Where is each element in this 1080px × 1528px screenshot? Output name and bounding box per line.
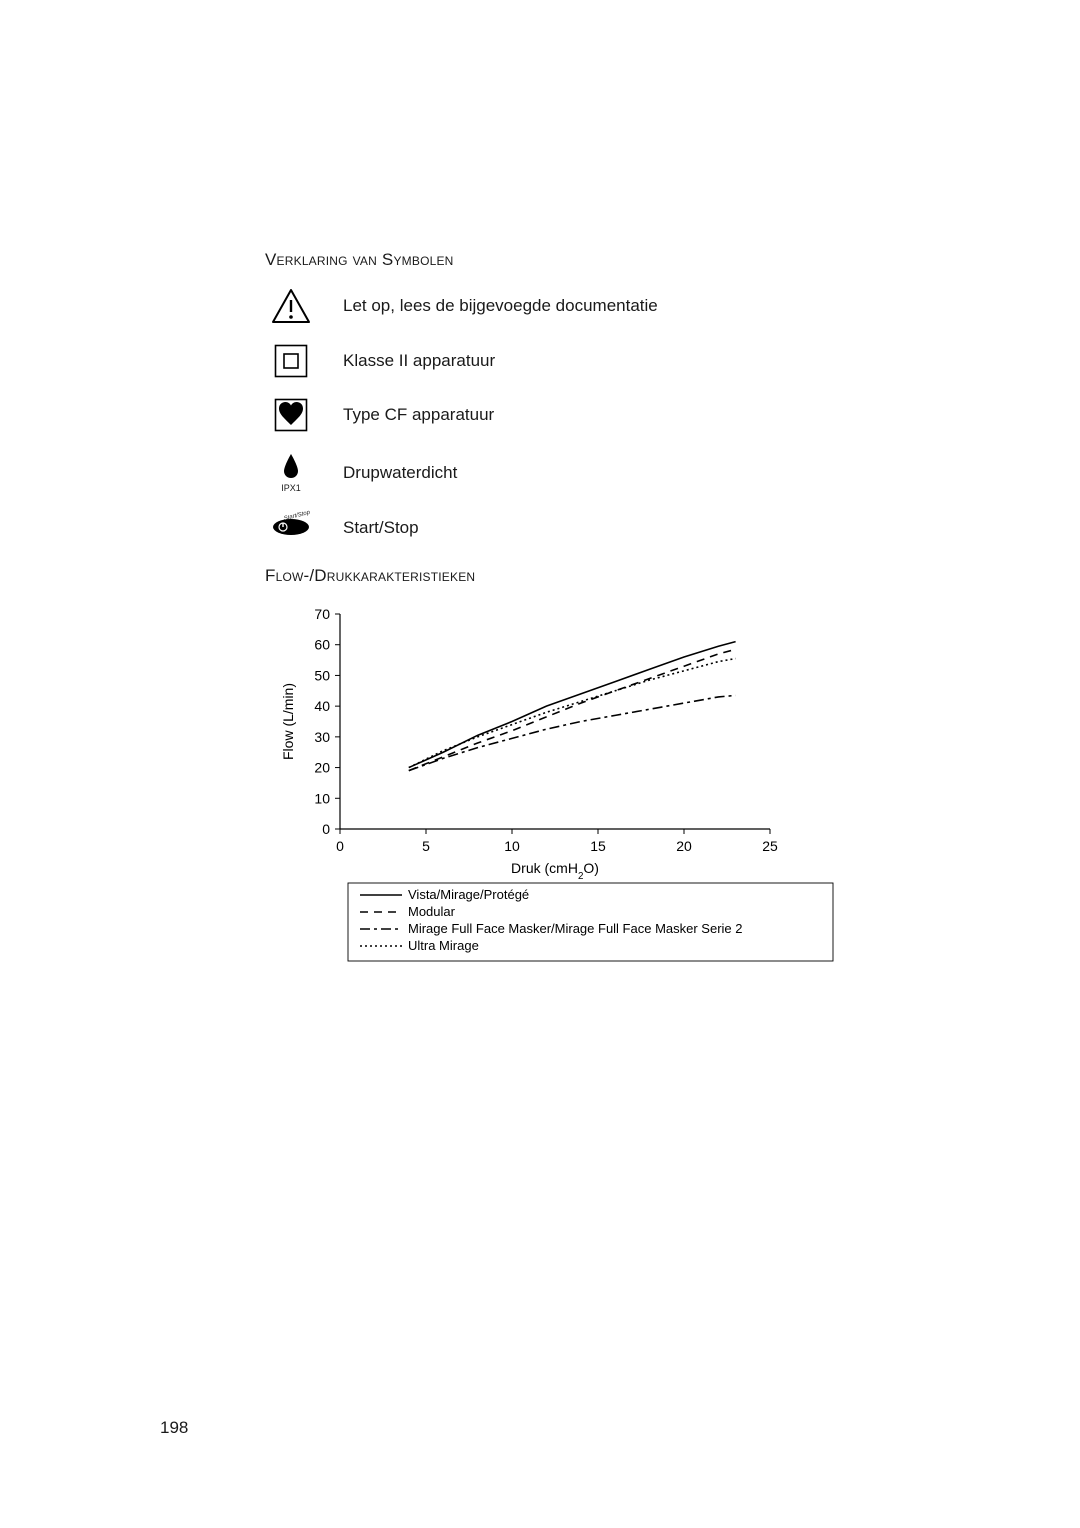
svg-text:40: 40 bbox=[314, 698, 330, 714]
svg-text:25: 25 bbox=[762, 838, 778, 854]
svg-text:50: 50 bbox=[314, 667, 330, 683]
svg-text:20: 20 bbox=[676, 838, 692, 854]
svg-text:10: 10 bbox=[504, 838, 520, 854]
svg-text:70: 70 bbox=[314, 606, 330, 622]
svg-text:0: 0 bbox=[336, 838, 344, 854]
svg-text:20: 20 bbox=[314, 760, 330, 776]
symbol-row-attention: Let op, lees de bijgevoegde documentatie bbox=[265, 288, 960, 324]
svg-text:60: 60 bbox=[314, 637, 330, 653]
symbol-row-class2: Klasse II apparatuur bbox=[265, 344, 960, 378]
ipx1-label: Drupwaterdicht bbox=[343, 463, 457, 483]
heading-chart: Flow-/Drukkarakteristieken bbox=[265, 566, 960, 586]
typecf-label: Type CF apparatuur bbox=[343, 405, 494, 425]
page-number: 198 bbox=[160, 1418, 188, 1438]
svg-text:Mirage Full Face Masker/Mirage: Mirage Full Face Masker/Mirage Full Face… bbox=[408, 921, 743, 936]
svg-text:15: 15 bbox=[590, 838, 606, 854]
svg-text:Ultra Mirage: Ultra Mirage bbox=[408, 938, 479, 953]
attention-icon bbox=[265, 288, 317, 324]
ipx1-sub: IPX1 bbox=[280, 483, 302, 493]
symbol-row-startstop: Start/Stop Start/Stop bbox=[265, 513, 960, 542]
startstop-label: Start/Stop bbox=[343, 518, 419, 538]
svg-text:Vista/Mirage/Protégé: Vista/Mirage/Protégé bbox=[408, 887, 529, 902]
svg-text:10: 10 bbox=[314, 790, 330, 806]
heading-symbols: Verklaring van Symbolen bbox=[265, 250, 960, 270]
drip-icon: IPX1 bbox=[265, 452, 317, 493]
svg-text:Modular: Modular bbox=[408, 904, 456, 919]
startstop-icon: Start/Stop bbox=[265, 513, 317, 542]
svg-text:30: 30 bbox=[314, 729, 330, 745]
class2-label: Klasse II apparatuur bbox=[343, 351, 495, 371]
symbol-row-typecf: Type CF apparatuur bbox=[265, 398, 960, 432]
typecf-icon bbox=[265, 398, 317, 432]
svg-text:Flow (L/min): Flow (L/min) bbox=[280, 683, 296, 760]
flow-pressure-chart: 0 10 20 30 40 50 60 70 0 5 10 15 20 25 Flow (L/min) Dru… bbox=[275, 604, 960, 989]
svg-text:0: 0 bbox=[322, 821, 330, 837]
class2-icon bbox=[265, 344, 317, 378]
svg-text:Druk (cmH2O): Druk (cmH2O) bbox=[511, 860, 599, 882]
svg-text:5: 5 bbox=[422, 838, 430, 854]
symbol-row-ipx1: IPX1 Drupwaterdicht bbox=[265, 452, 960, 493]
attention-label: Let op, lees de bijgevoegde documentatie bbox=[343, 296, 658, 316]
